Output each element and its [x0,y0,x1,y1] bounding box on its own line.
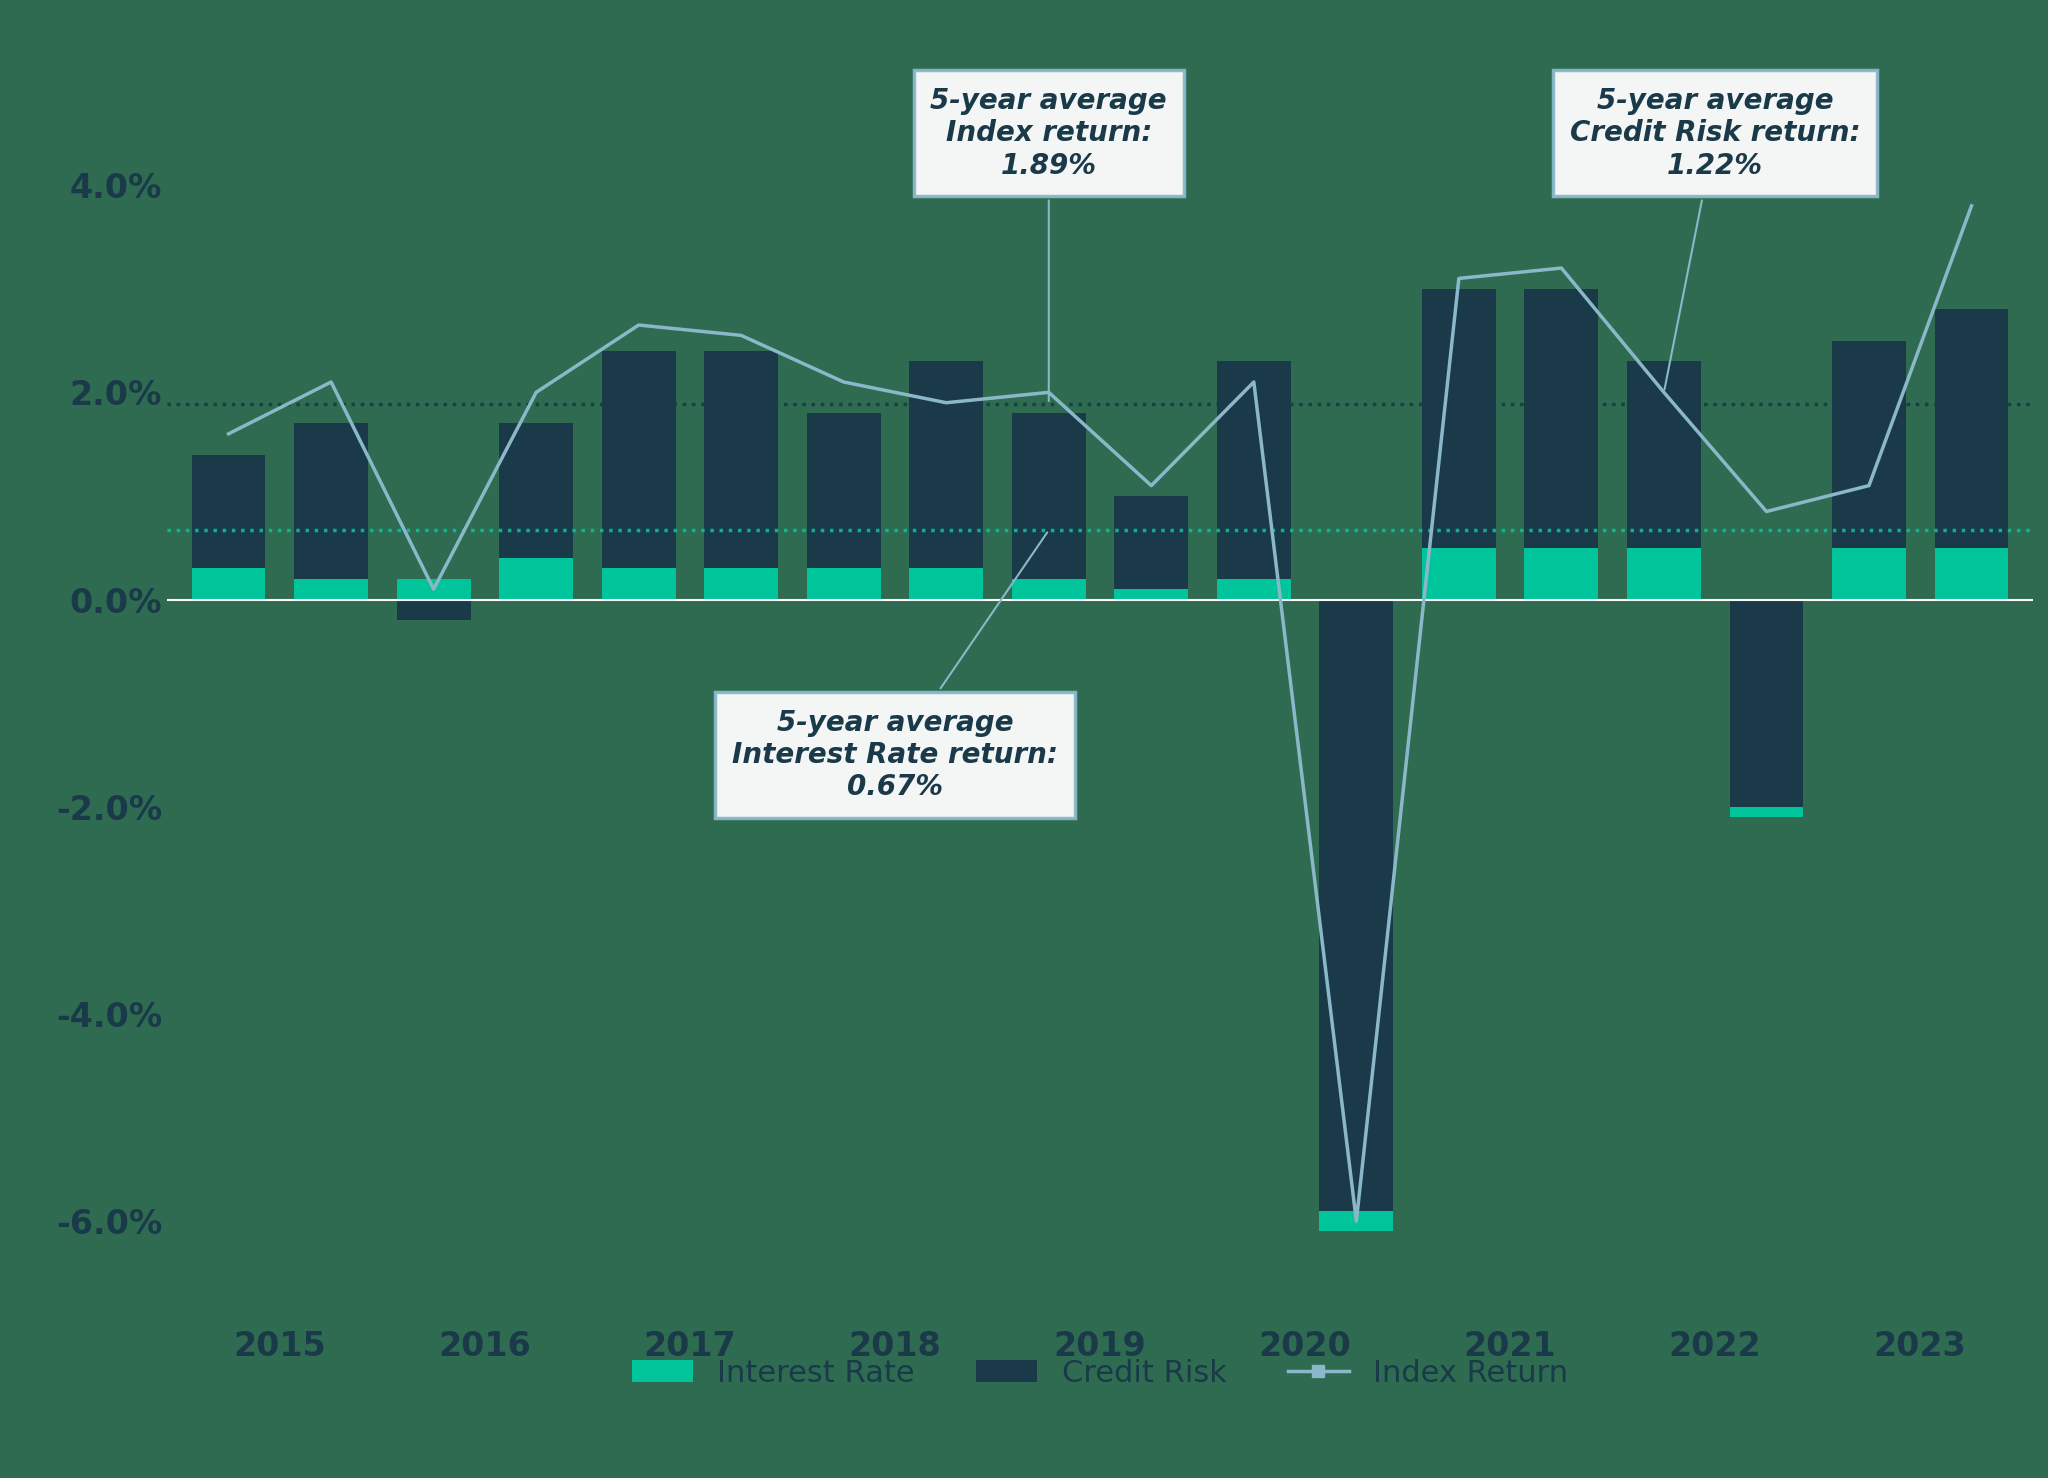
Bar [1935,548,2009,600]
Bar [1217,579,1290,600]
Bar [500,559,573,600]
Bar [807,412,881,569]
Bar [295,579,369,600]
Bar [193,455,266,569]
Bar [807,569,881,600]
Bar [397,600,471,621]
Bar [1524,548,1597,600]
Bar [1524,288,1597,548]
Bar [1729,600,1804,807]
Bar [909,361,983,569]
Bar [1833,548,1907,600]
Bar [705,350,778,569]
Bar [295,423,369,579]
Bar [1012,412,1085,579]
Bar [500,423,573,559]
Bar [1217,361,1290,579]
Bar [1626,548,1700,600]
Bar [1421,288,1495,548]
Bar [1114,497,1188,590]
Bar [1729,807,1804,817]
Text: 5-year average
Credit Risk return:
1.22%: 5-year average Credit Risk return: 1.22% [1571,87,1860,390]
Bar [1833,340,1907,548]
Bar [1421,548,1495,600]
Bar [1626,361,1700,548]
Bar [1319,1210,1393,1231]
Text: 5-year average
Interest Rate return:
0.67%: 5-year average Interest Rate return: 0.6… [731,532,1059,801]
Bar [602,569,676,600]
Bar [1012,579,1085,600]
Bar [909,569,983,600]
Text: 5-year average
Index return:
1.89%: 5-year average Index return: 1.89% [930,87,1167,401]
Bar [1114,590,1188,600]
Bar [1319,600,1393,1210]
Bar [193,569,266,600]
Bar [705,569,778,600]
Bar [602,350,676,569]
Bar [1935,309,2009,548]
Bar [397,579,471,600]
Legend: Interest Rate, Credit Risk, Index Return: Interest Rate, Credit Risk, Index Return [621,1346,1581,1400]
